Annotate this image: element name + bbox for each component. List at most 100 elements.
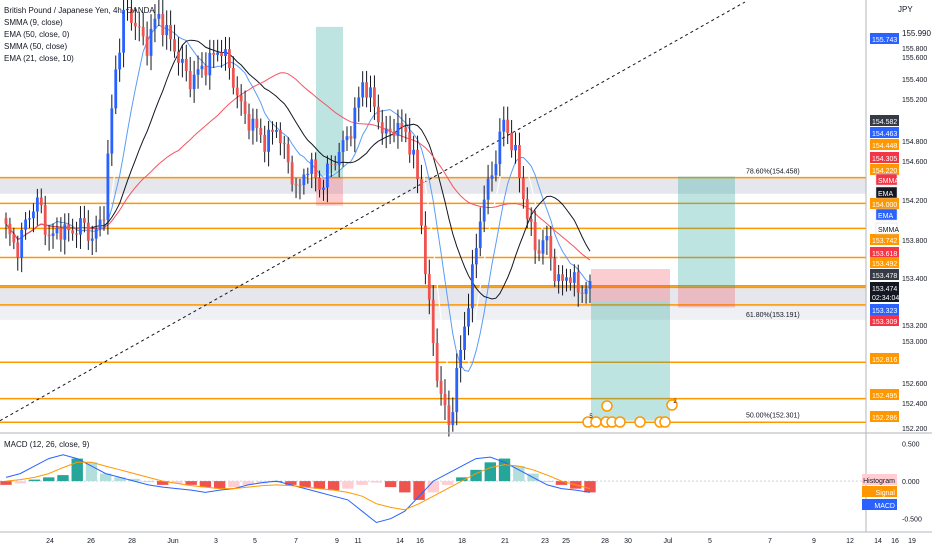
indicator-tag-text-0: SMMA	[878, 178, 899, 185]
candle-body	[228, 49, 231, 69]
symbol-title[interactable]: British Pound / Japanese Yen, 4h, OANDA	[4, 6, 155, 15]
price-tag-11[interactable]	[870, 282, 899, 293]
candle-body	[467, 308, 470, 327]
price-tag-15[interactable]	[870, 353, 899, 364]
candle-body	[357, 97, 361, 108]
candle-body	[533, 221, 537, 251]
macd-axis[interactable]: 0.500 0.000 -0.500 Histogram Signal MACD	[862, 442, 922, 524]
price-tag-14[interactable]	[870, 315, 899, 326]
price-tag-0[interactable]	[870, 33, 899, 44]
candle-body	[435, 343, 439, 381]
time-axis[interactable]: 24 26 28 Jun 3 5 7 9 11 14 16 18 21 23 25 28 30 Jul 5 7 9 12 1…	[46, 538, 916, 545]
candle-body	[463, 326, 466, 350]
indicator-smma-50[interactable]: SMMA (50, close)	[4, 42, 67, 51]
candle-body	[341, 140, 345, 152]
fib-label-2: 50.00%(152.301)	[746, 413, 800, 420]
price-tag-text-8: 153.618	[872, 251, 897, 258]
event-marker-top-a[interactable]	[601, 400, 613, 412]
candle-body	[196, 69, 200, 75]
candle-body	[141, 27, 145, 37]
candle-body	[349, 136, 353, 139]
indicator-ema-50[interactable]: EMA (50, close, 0)	[4, 30, 70, 39]
event-marker-4[interactable]	[614, 416, 626, 428]
price-tag-8[interactable]	[870, 247, 899, 258]
price-tick-5: 154.600	[902, 159, 927, 166]
price-tag-text-7: 153.742	[872, 238, 897, 245]
price-tag-3[interactable]	[870, 139, 899, 150]
price-tag-1[interactable]	[870, 115, 899, 126]
candle-body	[243, 101, 247, 115]
macd-histogram-bar	[156, 481, 169, 485]
price-tick-13: 152.200	[902, 426, 927, 433]
trendline[interactable]	[0, 1, 746, 422]
dashed-trendline[interactable]	[0, 1, 746, 422]
price-tag-4[interactable]	[870, 152, 899, 163]
candle-body	[333, 164, 337, 166]
candles	[4, 0, 592, 437]
indicator-tag-0[interactable]	[875, 173, 898, 186]
macd-histogram-bar	[541, 481, 553, 483]
candle-body	[404, 127, 408, 132]
price-tag-9[interactable]	[870, 257, 899, 268]
indicator-tag-text-1: EMA	[878, 191, 894, 198]
event-marker-5[interactable]	[634, 416, 646, 428]
event-marker-top-b[interactable]	[666, 399, 678, 411]
price-tick-8: 153.400	[902, 276, 927, 283]
candle-body	[282, 143, 286, 145]
indicator-tag-2[interactable]	[875, 208, 898, 221]
candle-body	[149, 28, 153, 56]
price-tag-5[interactable]	[870, 164, 899, 175]
price-tag-13[interactable]	[870, 304, 899, 315]
candle-body	[137, 26, 141, 28]
macd-histogram-bar	[555, 481, 568, 485]
price-tag-7[interactable]	[870, 234, 899, 245]
event-count-2: 2	[673, 399, 677, 405]
price-tag-12[interactable]	[870, 291, 899, 302]
short-stop-zone[interactable]	[591, 269, 670, 302]
price-tag-2[interactable]	[870, 127, 899, 138]
price-tag-16[interactable]	[870, 389, 899, 400]
candle-body	[59, 227, 63, 240]
time-tick-20: 9	[812, 538, 816, 545]
price-tag-17[interactable]	[870, 411, 899, 422]
price-tick-6: 154.200	[902, 198, 927, 205]
indicator-ema-21[interactable]: EMA (21, close, 10)	[4, 54, 74, 63]
price-tag-text-1: 154.582	[872, 119, 897, 126]
long-stop-zone[interactable]	[678, 287, 735, 308]
candle-body	[63, 224, 67, 240]
price-axis[interactable]: 155.800 155.600 155.400 155.200 154.800 154.6…	[870, 33, 927, 433]
macd-tag-0[interactable]	[862, 474, 897, 485]
candle-body	[561, 274, 564, 281]
candle-body	[28, 218, 31, 220]
macd-tag-1[interactable]	[862, 486, 897, 497]
candle-body	[498, 131, 502, 165]
candle-body	[24, 219, 27, 230]
indicator-tag-1[interactable]	[875, 186, 898, 199]
macd-legend[interactable]: MACD (12, 26, close, 9)	[4, 440, 90, 449]
price-tag-text-16: 152.495	[872, 393, 897, 400]
candle-body	[98, 219, 102, 229]
candle-body	[153, 18, 157, 29]
macd-pane	[0, 454, 866, 524]
candle-body	[423, 225, 427, 275]
candle-body	[35, 197, 39, 212]
candle-body	[565, 277, 568, 281]
time-tick-3: Jun	[167, 538, 178, 545]
price-tag-10[interactable]	[870, 269, 899, 280]
short-target-zone[interactable]	[591, 301, 670, 421]
position-tools[interactable]	[316, 26, 735, 421]
price-tick-10: 153.000	[902, 339, 927, 346]
event-markers[interactable]: 52	[582, 399, 678, 428]
price-tag-text-10: 153.478	[872, 273, 897, 280]
indicator-tag-3[interactable]	[875, 222, 898, 235]
candle-body	[259, 127, 263, 135]
candle-body	[231, 68, 235, 88]
indicator-smma-9[interactable]: SMMA (9, close)	[4, 18, 63, 27]
long-target-zone[interactable]	[678, 176, 735, 288]
event-marker-7[interactable]	[659, 416, 671, 428]
price-tag-6[interactable]	[870, 198, 899, 209]
candle-body	[400, 122, 404, 128]
candle-body	[525, 199, 529, 219]
macd-tag-2[interactable]	[862, 499, 897, 510]
